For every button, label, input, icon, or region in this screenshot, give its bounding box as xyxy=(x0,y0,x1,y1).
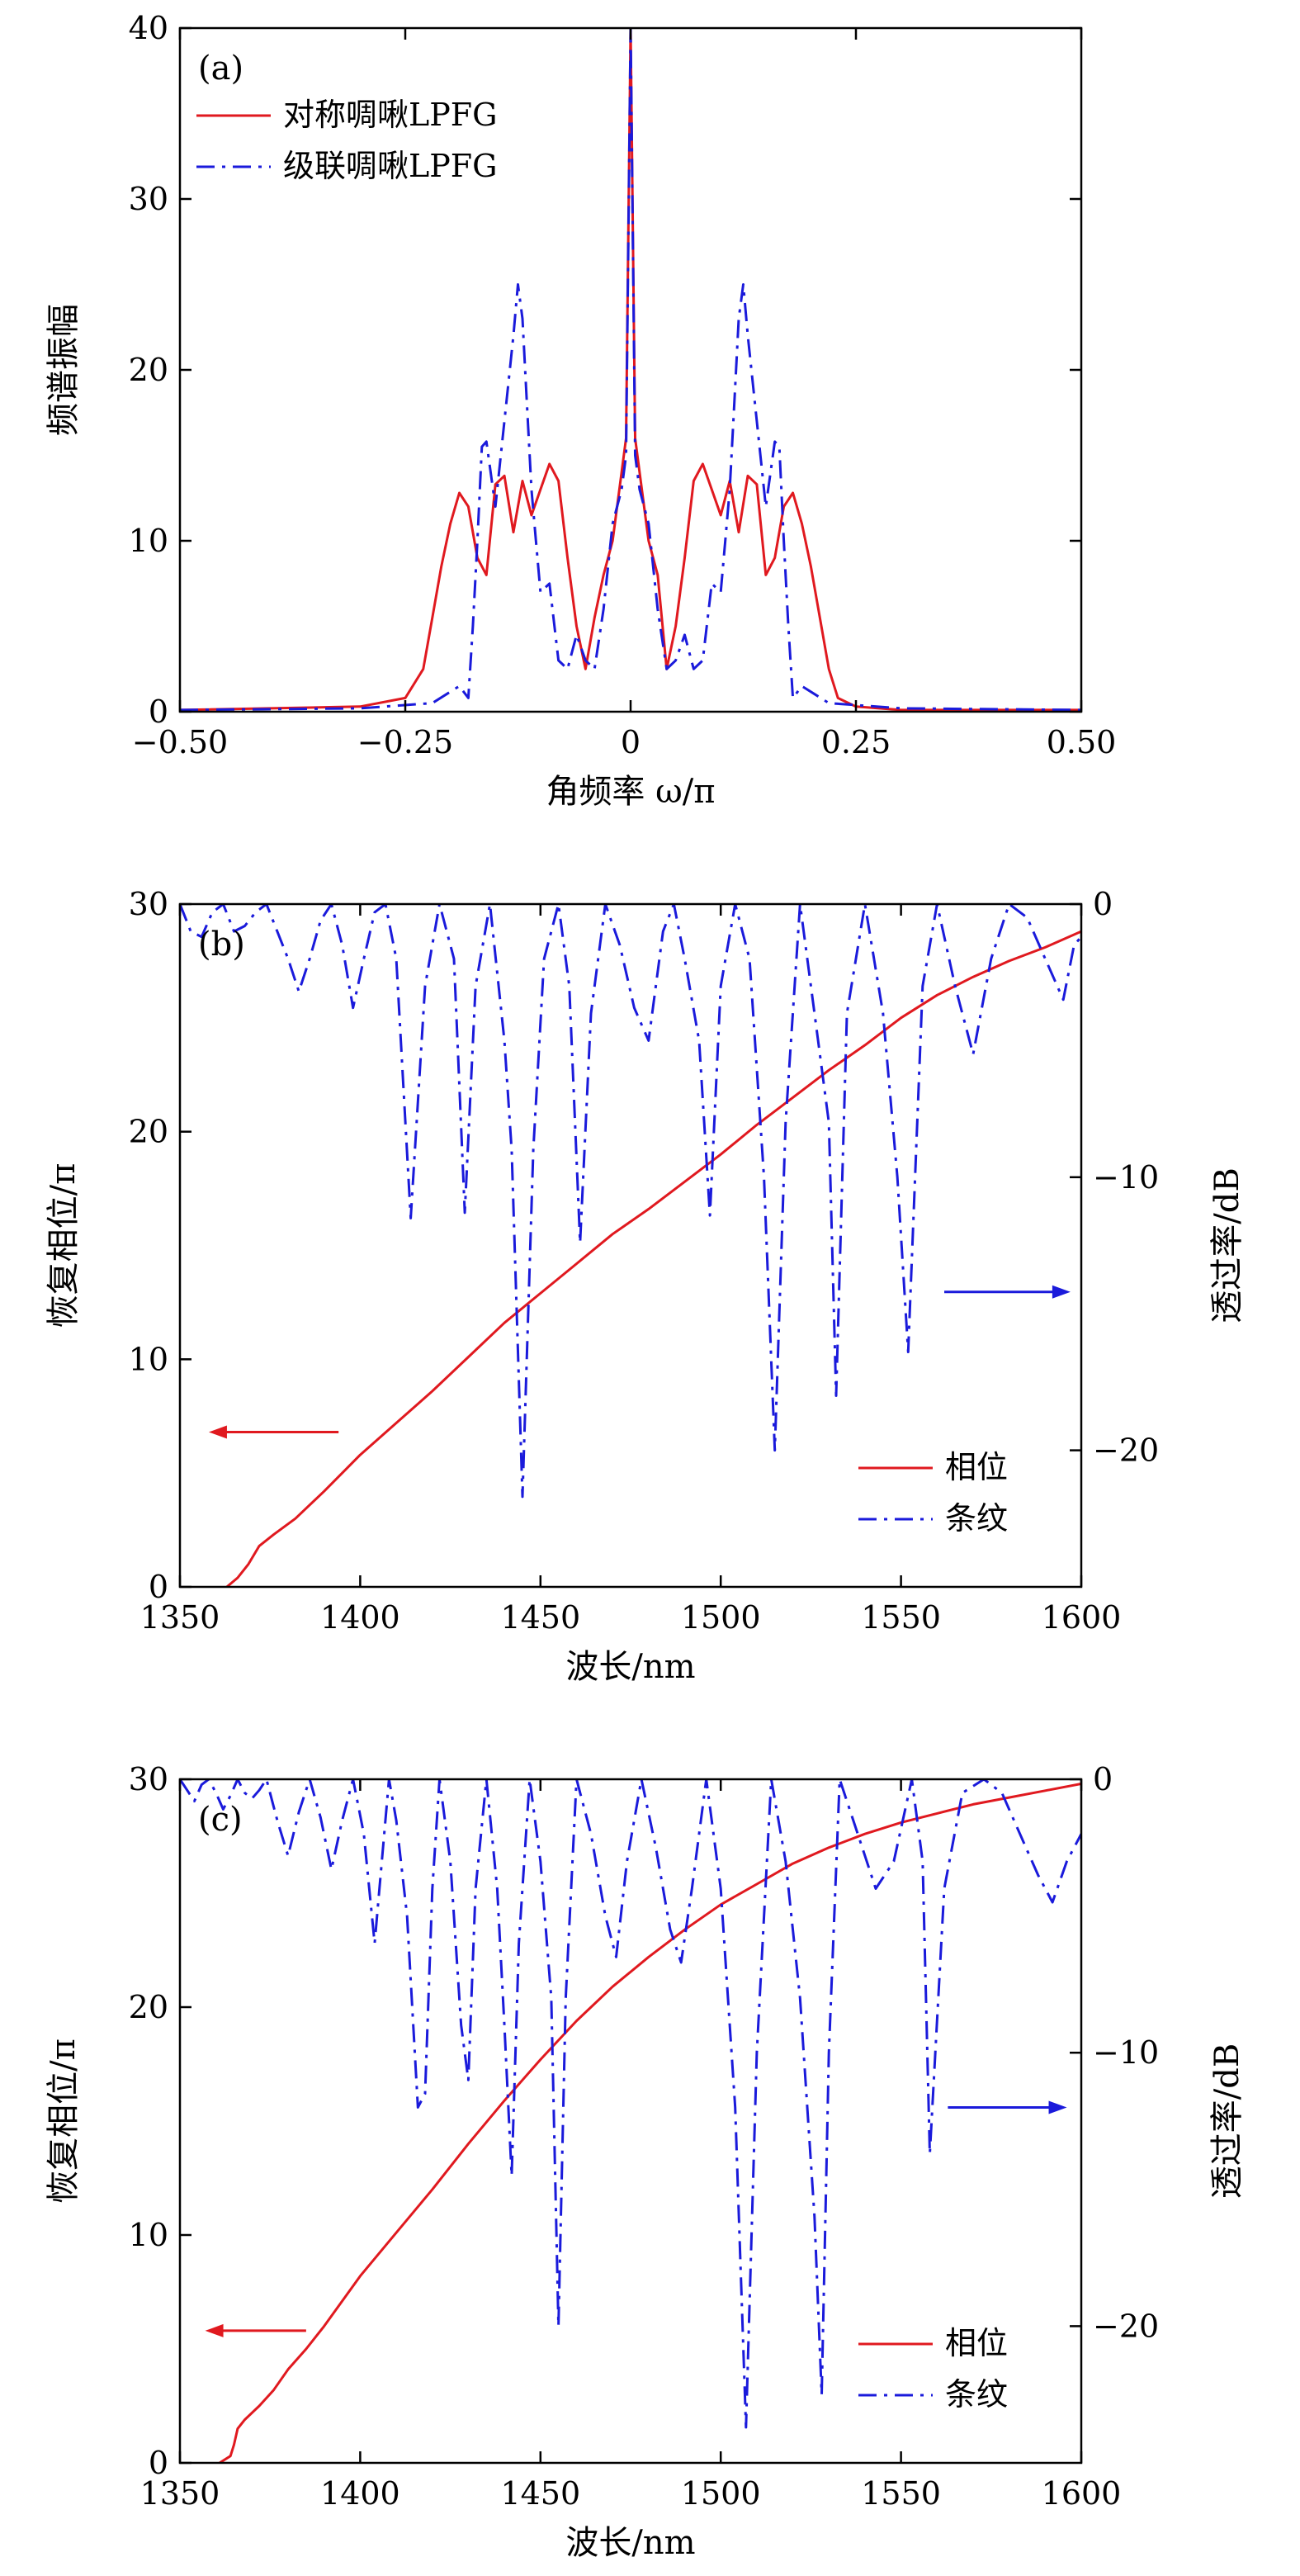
y-tick-label: 0 xyxy=(149,694,168,730)
axis-arrow-left xyxy=(208,1425,339,1439)
x-tick-label: 1400 xyxy=(320,2475,400,2512)
y-tick-label: 20 xyxy=(129,1989,168,2025)
y-tick-label: 40 xyxy=(129,10,168,46)
y-tick-label: 10 xyxy=(129,1341,168,1377)
y-tick-label: 30 xyxy=(129,181,168,217)
y2-tick-label: −20 xyxy=(1093,2308,1159,2344)
x-tick-label: 1400 xyxy=(320,1599,400,1636)
x-tick-label: 1500 xyxy=(681,1599,761,1636)
plot-frame xyxy=(178,1778,1083,2465)
axis-arrow-left xyxy=(205,2323,306,2337)
panel-label: (c) xyxy=(198,1801,243,1839)
series-line-0 xyxy=(225,930,1081,1587)
y-tick-label: 10 xyxy=(129,523,168,559)
axis-arrow-right xyxy=(944,1285,1071,1299)
x-tick-label: 1550 xyxy=(861,1599,941,1636)
series-line-1 xyxy=(180,904,1081,1499)
y2-tick-label: −20 xyxy=(1093,1432,1159,1469)
series-line-1 xyxy=(180,1779,1081,2429)
y-axis-label: 频谱振幅 xyxy=(45,304,83,436)
y-tick-label: 0 xyxy=(149,2445,168,2481)
panel-label: (b) xyxy=(198,926,245,964)
y2-tick-label: 0 xyxy=(1093,886,1113,922)
y-axis-label: 恢复相位/π xyxy=(45,1163,83,1328)
x-tick-label: 1550 xyxy=(861,2475,941,2512)
series-line-0 xyxy=(219,1783,1081,2463)
x-tick-label: 1350 xyxy=(140,2475,220,2512)
y2-tick-label: −10 xyxy=(1093,2034,1159,2071)
x-axis-label: 角频率 ω/π xyxy=(546,773,715,811)
y2-tick-label: 0 xyxy=(1093,1761,1113,1797)
y-tick-label: 0 xyxy=(149,1569,168,1605)
chart-panel-b: 1350 1400 1450 1500 1550 1600 0 10 20 30 0 −10 −20 (… xyxy=(45,886,1246,1686)
x-tick-label: −0.50 xyxy=(132,724,228,760)
legend-label-series-0: 相位 xyxy=(945,1449,1008,1485)
legend: 相位 条纹 xyxy=(858,1449,1008,1537)
y-tick-label: 20 xyxy=(129,1114,168,1150)
legend-label-series-0: 相位 xyxy=(945,2325,1008,2361)
x-tick-label: 0.50 xyxy=(1047,724,1117,760)
legend-label-series-1: 条纹 xyxy=(945,2376,1008,2413)
axis-arrow-right xyxy=(948,2100,1067,2114)
x-tick-label: 1450 xyxy=(500,1599,580,1636)
legend-label-series-1: 条纹 xyxy=(945,1500,1008,1537)
legend: 对称啁啾LPFG 级联啁啾LPFG xyxy=(196,97,498,184)
plot-frame xyxy=(178,902,1083,1589)
x-tick-label: 1350 xyxy=(140,1599,220,1636)
y-tick-label: 30 xyxy=(129,886,168,922)
x-tick-label: 0 xyxy=(621,724,641,760)
chart-panel-c: 1350 1400 1450 1500 1550 1600 0 10 20 30 0 −10 −20 (… xyxy=(45,1761,1246,2562)
y-axis-label: 恢复相位/π xyxy=(45,2039,83,2204)
y-tick-label: 30 xyxy=(129,1761,168,1797)
x-tick-label: 0.25 xyxy=(821,724,891,760)
x-tick-label: 1500 xyxy=(681,2475,761,2512)
y-tick-label: 20 xyxy=(129,352,168,388)
x-axis-label: 波长/nm xyxy=(565,1648,695,1686)
y2-axis-label: 透过率/dB xyxy=(1208,2043,1246,2199)
x-tick-label: −0.25 xyxy=(357,724,453,760)
x-tick-label: 1450 xyxy=(500,2475,580,2512)
panel-label: (a) xyxy=(198,50,243,88)
legend-label-series-0: 对称啁啾LPFG xyxy=(283,97,498,133)
x-axis-label: 波长/nm xyxy=(565,2524,695,2562)
x-tick-label: 1600 xyxy=(1042,2475,1122,2512)
y2-tick-label: −10 xyxy=(1093,1159,1159,1196)
y-tick-label: 10 xyxy=(129,2217,168,2253)
x-tick-label: 1600 xyxy=(1042,1599,1122,1636)
y2-axis-label: 透过率/dB xyxy=(1208,1167,1246,1323)
chart-panel-a: −0.50 −0.25 0 0.25 0.50 0 10 20 30 40 (a) 角频率 ω/π… xyxy=(45,10,1116,811)
legend-label-series-1: 级联啁啾LPFG xyxy=(283,148,498,184)
legend: 相位 条纹 xyxy=(858,2325,1008,2413)
plot-frame xyxy=(178,26,1083,713)
